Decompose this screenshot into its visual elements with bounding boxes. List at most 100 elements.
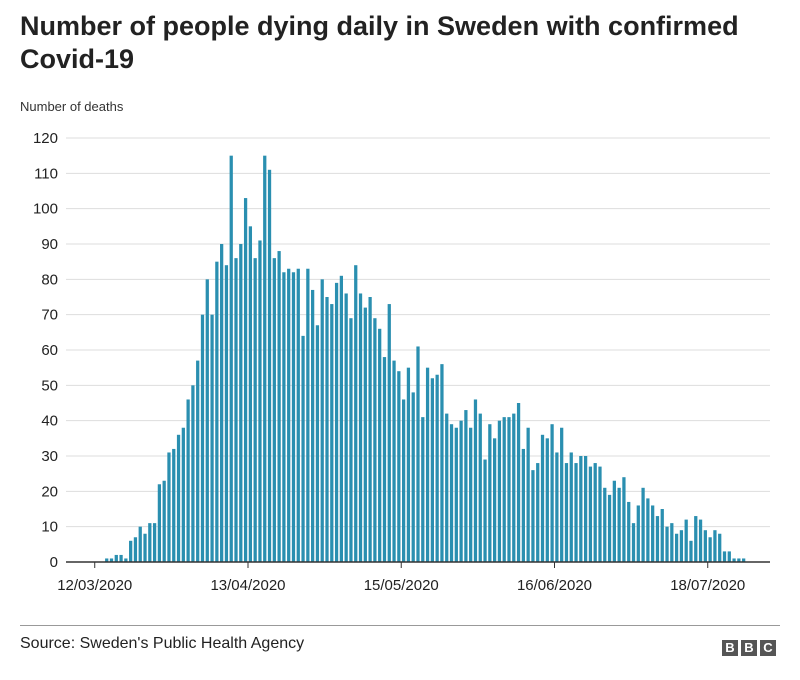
x-tick-label: 12/03/2020 <box>57 577 132 594</box>
bar <box>732 558 736 562</box>
bar <box>579 456 583 562</box>
y-tick-label: 90 <box>41 236 58 253</box>
bar <box>143 533 147 562</box>
bar <box>564 463 569 562</box>
bar <box>742 558 746 562</box>
bar <box>387 304 391 562</box>
bar <box>459 420 463 562</box>
bar <box>689 540 693 562</box>
chart-title: Number of people dying daily in Sweden w… <box>20 11 739 75</box>
bar <box>363 307 367 562</box>
bar <box>502 417 506 562</box>
bar <box>320 279 324 562</box>
bar <box>464 410 468 562</box>
bar <box>655 516 660 562</box>
y-tick-label: 100 <box>33 201 58 218</box>
bar <box>660 509 664 562</box>
bar <box>421 417 425 562</box>
bar <box>291 272 296 562</box>
bar <box>694 516 698 562</box>
x-tick-label: 18/07/2020 <box>670 577 745 594</box>
bar <box>234 258 238 562</box>
bar <box>287 268 291 562</box>
bar <box>344 293 348 562</box>
bar <box>162 480 166 562</box>
bar <box>272 258 276 562</box>
bar <box>172 448 176 562</box>
bar <box>267 169 272 563</box>
bar <box>196 360 200 562</box>
bar <box>440 364 444 562</box>
bar <box>560 427 564 562</box>
bar <box>641 487 645 562</box>
bar <box>713 530 717 562</box>
bar <box>478 413 482 562</box>
bar <box>593 463 597 562</box>
bar <box>109 558 114 562</box>
bar <box>124 558 128 562</box>
bar <box>425 367 430 562</box>
bar <box>200 314 205 562</box>
bar <box>718 533 722 562</box>
bar <box>727 551 731 562</box>
bar <box>607 494 612 562</box>
source-note: Source: Sweden's Public Health Agency <box>20 635 305 652</box>
bar <box>497 420 502 562</box>
bar <box>152 523 157 562</box>
y-tick-label: 0 <box>50 554 58 571</box>
logo-letter: B <box>741 640 757 656</box>
bar <box>138 526 142 562</box>
bars <box>105 155 746 563</box>
bar <box>540 434 545 562</box>
bar <box>148 523 152 562</box>
x-tick-label: 15/05/2020 <box>364 577 439 594</box>
bar <box>167 452 171 562</box>
bar <box>698 519 703 562</box>
bar <box>737 558 741 562</box>
bar <box>397 371 401 562</box>
bar <box>220 244 224 562</box>
bar <box>253 258 257 562</box>
bar <box>612 480 616 562</box>
bar <box>665 526 669 562</box>
bar <box>296 268 300 562</box>
bar <box>334 282 339 562</box>
bar <box>679 530 684 562</box>
bar <box>382 357 387 562</box>
bar <box>603 487 607 562</box>
bar <box>651 505 655 562</box>
y-tick-label: 50 <box>41 377 58 394</box>
bbc-logo: B B C <box>722 640 776 656</box>
bar <box>631 523 636 562</box>
bar <box>598 466 602 562</box>
bar <box>430 378 434 562</box>
y-tick-label: 40 <box>41 413 58 430</box>
bar <box>516 403 521 562</box>
bar <box>186 399 190 562</box>
bar <box>469 427 473 562</box>
bar <box>416 346 420 562</box>
logo-letter: B <box>722 640 738 656</box>
bar <box>722 551 727 562</box>
bar <box>239 244 243 562</box>
bar <box>306 268 310 562</box>
bar <box>191 385 195 562</box>
bar <box>330 304 334 562</box>
bar <box>483 459 487 562</box>
footer-divider <box>20 625 780 626</box>
bar <box>627 501 631 562</box>
bar <box>512 413 516 562</box>
bar <box>492 438 497 562</box>
bar <box>243 198 248 563</box>
x-axis-ticks: 12/03/2020 13/04/2020 15/05/2020 16/06/2020… <box>57 562 745 594</box>
bar <box>119 554 123 562</box>
bar <box>157 484 162 562</box>
bar <box>622 477 626 562</box>
bar <box>176 434 181 562</box>
bar <box>674 533 679 562</box>
bar <box>133 537 138 562</box>
bar <box>588 466 593 562</box>
bar <box>368 297 372 562</box>
bar <box>263 155 267 562</box>
